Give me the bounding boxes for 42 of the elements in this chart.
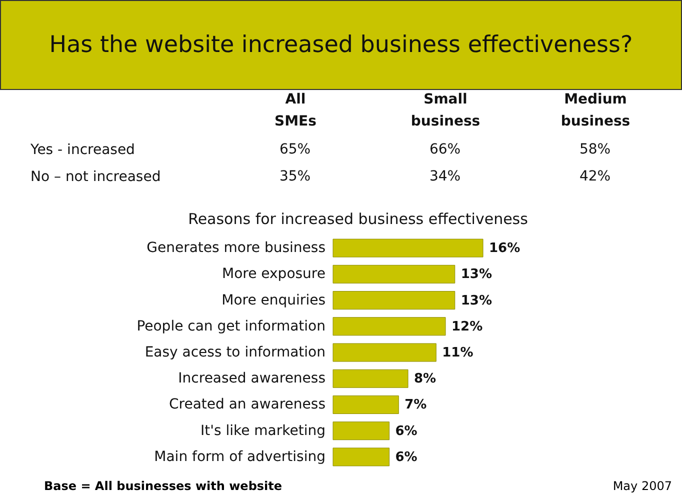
category-label: Small business bbox=[410, 92, 480, 130]
category-label: All SMEs bbox=[274, 92, 316, 130]
text: 66% bbox=[429, 142, 461, 158]
data-label: 6% bbox=[395, 450, 418, 465]
text: 58% bbox=[579, 142, 611, 158]
data-label: 11% bbox=[442, 346, 474, 360]
chart-title: Reasons for increased business effectiveness bbox=[188, 210, 528, 228]
text: 42% bbox=[579, 168, 611, 184]
category-label: Yes - increased bbox=[30, 142, 135, 158]
bar bbox=[332, 291, 456, 310]
text: 34% bbox=[429, 168, 461, 184]
y-tick-label: More exposure bbox=[222, 266, 326, 282]
text: 65% bbox=[279, 142, 311, 158]
data-label: 6% bbox=[395, 424, 418, 439]
text: Base = All businesses with website bbox=[44, 479, 282, 493]
y-tick-label: More enquiries bbox=[222, 292, 326, 308]
text: 35% bbox=[279, 168, 311, 184]
data-label: 16% bbox=[489, 241, 520, 256]
bar bbox=[332, 264, 456, 284]
text: Has the website increased business effectiveness? bbox=[0, 0, 682, 90]
data-label: 13% bbox=[460, 267, 492, 282]
y-tick-label: Increased awareness bbox=[178, 370, 326, 387]
bar bbox=[332, 395, 399, 414]
y-tick-label: People can get information bbox=[136, 318, 326, 334]
bar bbox=[332, 343, 436, 362]
bar bbox=[332, 422, 390, 440]
bar bbox=[332, 369, 408, 388]
data-label: 12% bbox=[452, 319, 483, 334]
data-label: 13% bbox=[460, 293, 492, 308]
y-tick-label: Easy acess to information bbox=[144, 344, 326, 360]
bar bbox=[332, 317, 446, 336]
data-label: 8% bbox=[414, 372, 436, 387]
y-tick-label: It's like marketing bbox=[200, 422, 326, 439]
y-tick-label: Main form of advertising bbox=[154, 448, 326, 465]
category-label: No – not increased bbox=[30, 169, 161, 185]
bar bbox=[332, 238, 484, 258]
y-tick-label: Generates more business bbox=[146, 240, 326, 256]
bar bbox=[332, 448, 390, 466]
category-label: Medium business bbox=[560, 92, 630, 130]
y-tick-label: Created an awareness bbox=[168, 396, 326, 413]
text: May 2007 bbox=[612, 479, 672, 493]
data-label: 7% bbox=[404, 398, 427, 413]
